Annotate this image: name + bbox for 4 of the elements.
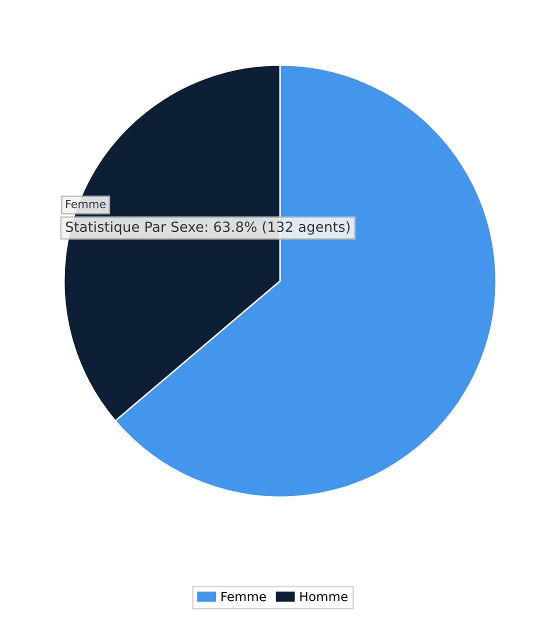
text: Femme bbox=[66, 200, 106, 208]
legend-label: Homme bbox=[300, 592, 348, 602]
legend-label: Femme bbox=[222, 592, 266, 602]
text: Statistique Par Sexe: 63.8% (132 agents) bbox=[66, 221, 350, 235]
